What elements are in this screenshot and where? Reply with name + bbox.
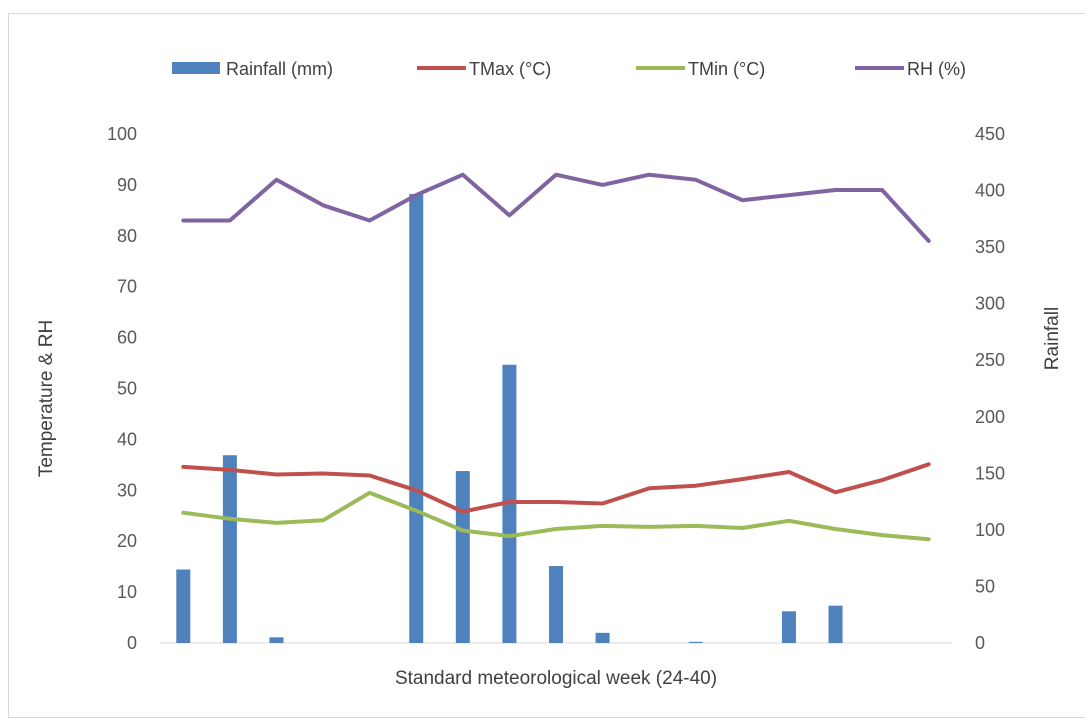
- y-left-tick-label: 40: [117, 429, 137, 449]
- y-right-tick-label: 450: [975, 124, 1005, 144]
- y-left-tick-label: 60: [117, 328, 137, 348]
- legend-label: Rainfall (mm): [226, 59, 333, 79]
- rainfall-bar: [688, 641, 703, 643]
- y-right-tick-label: 200: [975, 407, 1005, 427]
- y-right-tick-label: 0: [975, 633, 985, 653]
- y-left-tick-label: 90: [117, 175, 137, 195]
- y-right-tick-label: 150: [975, 463, 1005, 483]
- left-axis-ticks: 0 10 20 30 40 50 60 70 80 90 100: [107, 124, 137, 653]
- y-right-tick-label: 250: [975, 350, 1005, 370]
- y-left-tick-label: 0: [127, 633, 137, 653]
- legend-label: TMax (°C): [469, 59, 551, 79]
- legend-label: RH (%): [907, 59, 966, 79]
- rainfall-bar: [595, 632, 610, 643]
- y-right-tick-label: 350: [975, 237, 1005, 257]
- series-line: [181, 172, 931, 243]
- y-right-tick-label: 300: [975, 294, 1005, 314]
- y-left-tick-label: 70: [117, 277, 137, 297]
- y-left-tick-label: 80: [117, 226, 137, 246]
- series-line: [181, 490, 931, 542]
- legend-swatch-bar: [172, 62, 220, 74]
- legend-label: TMin (°C): [688, 59, 765, 79]
- rainfall-bar: [549, 566, 563, 643]
- series-lines: [181, 172, 931, 542]
- rainfall-bar: [828, 605, 843, 643]
- y-axis-left-title: Temperature & RH: [36, 320, 57, 477]
- rainfall-bar: [455, 471, 470, 643]
- y-left-tick-label: 10: [117, 582, 137, 602]
- x-axis-title: Standard meteorological week (24-40): [395, 668, 717, 689]
- y-left-tick-label: 100: [107, 124, 137, 144]
- y-right-tick-label: 100: [975, 520, 1005, 540]
- y-axis-right-title: Rainfall: [1042, 307, 1063, 370]
- rainfall-bar: [409, 193, 424, 643]
- y-right-tick-label: 50: [975, 576, 995, 596]
- rainfall-bars: [176, 193, 843, 643]
- rainfall-bar: [176, 569, 191, 643]
- rainfall-bar: [222, 455, 237, 643]
- y-left-tick-label: 20: [117, 531, 137, 551]
- rainfall-bar: [781, 611, 796, 643]
- y-left-tick-label: 50: [117, 379, 137, 399]
- series-line: [181, 462, 931, 514]
- y-left-tick-label: 30: [117, 480, 137, 500]
- legend: Rainfall (mm) TMax (°C) TMin (°C) RH (%): [172, 59, 966, 79]
- rainfall-bar: [269, 637, 284, 643]
- y-right-tick-label: 400: [975, 181, 1005, 201]
- right-axis-ticks: 0 50 100 150 200 250 300 350 400 450: [975, 124, 1005, 653]
